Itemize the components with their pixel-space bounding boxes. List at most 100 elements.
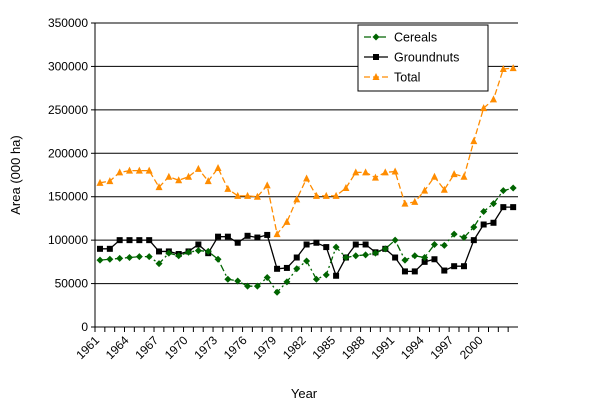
data-point-cereals (460, 234, 468, 242)
data-point-groundnuts (303, 241, 310, 248)
data-point-cereals (283, 278, 291, 286)
data-point-groundnuts (500, 204, 507, 211)
data-point-total (116, 168, 124, 176)
data-point-cereals (155, 260, 163, 268)
x-tick-label: 1985 (309, 333, 338, 362)
data-point-cereals (391, 236, 399, 244)
data-point-cereals (352, 252, 360, 260)
legend-label-total: Total (394, 71, 420, 85)
legend-marker-cereals (372, 33, 380, 41)
data-point-total (489, 95, 497, 103)
data-point-total (470, 137, 478, 145)
legend-marker-total (372, 73, 380, 80)
data-point-cereals (401, 256, 409, 264)
data-point-cereals (126, 254, 134, 262)
data-point-cereals (224, 275, 232, 283)
data-point-cereals (234, 277, 242, 285)
data-point-total (460, 172, 468, 180)
data-point-cereals (214, 255, 222, 263)
data-point-total (185, 172, 193, 180)
data-point-cereals (106, 255, 114, 263)
data-point-total (381, 168, 389, 176)
series-cereals (96, 184, 517, 296)
y-tick-label: 150000 (48, 190, 88, 204)
x-tick-label: 1979 (250, 333, 279, 362)
series-group (96, 64, 517, 296)
legend-box (357, 24, 489, 92)
y-tick-label: 0 (81, 320, 88, 334)
data-point-total (244, 191, 252, 199)
data-point-total (155, 183, 163, 191)
data-point-total (283, 217, 291, 225)
y-tick-label: 50000 (55, 277, 89, 291)
data-point-cereals (430, 240, 438, 248)
data-point-groundnuts (116, 237, 123, 244)
data-point-cereals (194, 247, 202, 255)
legend-marker-groundnuts (373, 54, 379, 60)
data-point-cereals (145, 253, 153, 261)
data-point-groundnuts (510, 204, 517, 211)
data-point-total (135, 166, 143, 174)
data-point-groundnuts (480, 221, 487, 228)
data-point-total (342, 184, 350, 192)
data-point-cereals (332, 243, 340, 251)
data-point-total (204, 177, 212, 185)
data-point-total (411, 197, 419, 205)
data-point-cereals (470, 223, 478, 231)
y-tick-label: 300000 (48, 59, 88, 73)
series-total (96, 64, 517, 238)
y-tick-label: 100000 (48, 233, 88, 247)
data-point-groundnuts (333, 272, 340, 279)
data-point-cereals (421, 254, 429, 262)
data-point-total (165, 172, 173, 180)
data-point-cereals (253, 282, 261, 290)
data-point-total (175, 176, 183, 184)
x-tick-label: 1994 (398, 333, 427, 362)
data-point-total (253, 192, 261, 200)
legend-label-groundnuts: Groundnuts (394, 51, 459, 65)
legend-label-cereals: Cereals (394, 31, 437, 45)
data-point-cereals (273, 288, 281, 296)
data-point-cereals (509, 184, 517, 192)
data-point-groundnuts (254, 234, 261, 241)
data-point-cereals (116, 254, 124, 262)
data-point-total (106, 177, 114, 185)
data-point-total (126, 166, 134, 174)
data-point-cereals (440, 241, 448, 249)
x-tick-label: 1961 (73, 333, 102, 362)
data-point-total (362, 168, 370, 176)
data-point-groundnuts (274, 265, 281, 272)
x-tick-label: 1970 (162, 333, 191, 362)
x-tick-label: 1964 (103, 333, 132, 362)
data-point-cereals (96, 256, 104, 264)
data-point-total (145, 166, 153, 174)
x-tick-label: 1967 (132, 333, 161, 362)
data-point-groundnuts (421, 258, 428, 265)
data-point-total (480, 104, 488, 112)
data-point-cereals (204, 247, 212, 255)
x-tick-label: 1982 (280, 333, 309, 362)
data-point-groundnuts (451, 263, 458, 270)
data-point-cereals (303, 257, 311, 265)
data-point-cereals (371, 249, 379, 257)
data-point-total (421, 186, 429, 194)
data-point-total (224, 184, 232, 192)
y-tick-label: 250000 (48, 103, 88, 117)
legend: Cereals Groundnuts Total (357, 24, 489, 92)
x-tick-label: 1988 (339, 333, 368, 362)
data-point-cereals (362, 251, 370, 259)
data-point-cereals (480, 207, 488, 215)
data-point-total (430, 172, 438, 180)
data-point-total (499, 65, 507, 73)
data-point-cereals (322, 271, 330, 279)
data-point-total (332, 191, 340, 199)
data-point-total (273, 230, 281, 238)
data-point-groundnuts (362, 241, 369, 248)
data-point-cereals (293, 265, 301, 273)
series-groundnuts (97, 204, 517, 279)
data-point-groundnuts (411, 268, 418, 275)
data-point-groundnuts (136, 237, 143, 244)
data-point-groundnuts (195, 241, 202, 248)
data-point-total (450, 170, 458, 178)
data-point-groundnuts (234, 239, 241, 246)
